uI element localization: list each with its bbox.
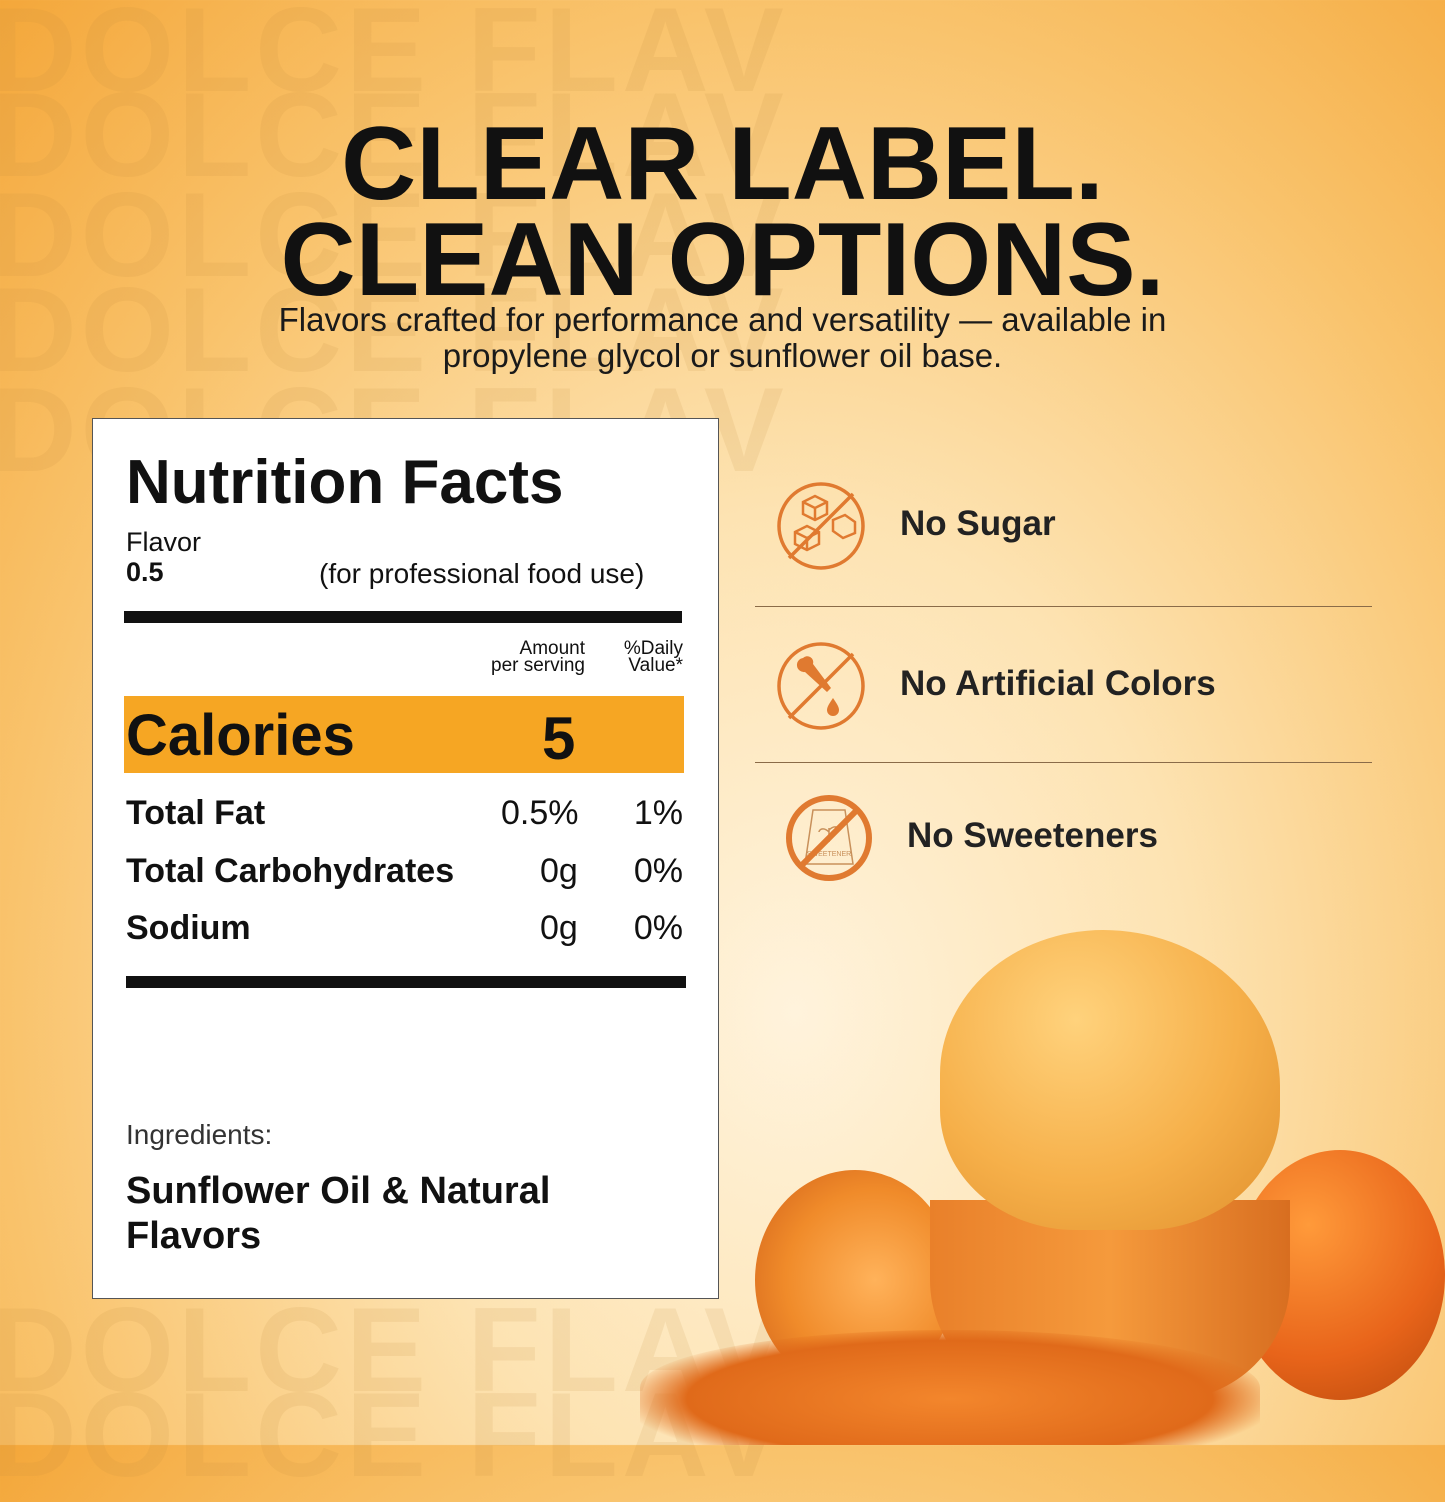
ingredients-line: Sunflower Oil & Natural (126, 1170, 551, 1212)
serving-value: 0.5 (126, 557, 164, 587)
divider-thick (124, 611, 682, 623)
feature-divider (755, 606, 1372, 607)
nutrition-facts-panel: Nutrition Facts Flavor 0.5 (for professi… (92, 418, 719, 1299)
nutrient-amount: 0g (540, 909, 578, 947)
watermark-text: DOLCE FLAV (0, 263, 788, 397)
usage-note: (for professional food use) (319, 558, 645, 589)
nutrient-row: Total Carbohydrates 0g 0% (126, 852, 683, 892)
feature-label: No Sweeteners (907, 816, 1158, 855)
headline-line-1: CLEAR LABEL. (341, 106, 1104, 222)
divider-thick (126, 976, 686, 988)
nutrient-amount: 0g (540, 852, 578, 890)
orange-chunks (640, 1330, 1260, 1445)
nutrient-row: Sodium 0g 0% (126, 909, 683, 949)
subtitle-line-1: Flavors crafted for performance and vers… (278, 301, 1167, 338)
nutrient-dv: 0% (633, 909, 683, 947)
ice-cream-scoop (940, 930, 1280, 1230)
ice-cream-oranges-photo (640, 930, 1445, 1445)
ingredients-label: Ingredients: (126, 1119, 273, 1150)
nutrient-label: Total Carbohydrates (126, 852, 455, 890)
subtitle-line-2: propylene glycol or sunflower oil base. (442, 337, 1003, 374)
calories-highlight: Calories 5 (124, 696, 684, 773)
no-sugar-cubes-icon (777, 482, 865, 570)
dv-header-line: Value* (628, 655, 683, 676)
nutrient-row: Total Fat 0.5% 1% (126, 794, 683, 834)
nutrient-amount: 0.5% (501, 794, 579, 832)
sweetener-bag-text: SWEETENER (807, 851, 851, 858)
calories-value: 5 (542, 705, 576, 772)
feature-label: No Artificial Colors (900, 664, 1216, 703)
no-sweetener-bag-icon: SWEETENER (786, 795, 872, 881)
amount-header-line: Amount (519, 638, 585, 659)
ingredients-line: Flavors (126, 1215, 262, 1257)
headline-line-2: CLEAN OPTIONS. (280, 202, 1165, 318)
feature-divider (755, 762, 1372, 763)
watermark-text: DOLCE FLAV (0, 168, 788, 302)
product-label: Flavor (126, 527, 202, 557)
watermark-text: DOLCE FLAV (0, 68, 788, 202)
subtitle: Flavors crafted for performance and vers… (0, 302, 1445, 374)
nutrient-label: Sodium (126, 909, 251, 947)
watermark-text: DOLCE FLAV (0, 0, 788, 117)
nutrient-dv: 0% (633, 852, 683, 890)
calories-label: Calories (126, 703, 355, 768)
nutrient-dv: 1% (633, 794, 683, 832)
feature-label: No Sugar (900, 504, 1056, 543)
no-dropper-icon (777, 642, 865, 730)
nutrient-label: Total Fat (126, 794, 266, 832)
ingredients-text: Sunflower Oil & Natural Flavors (126, 1169, 550, 1259)
nutrition-title: Nutrition Facts (126, 448, 564, 517)
amount-header: Amount per serving (473, 638, 585, 676)
dv-header-line: %Daily (623, 638, 683, 659)
daily-value-header: %Daily Value* (603, 638, 683, 676)
amount-header-line: per serving (491, 655, 585, 676)
